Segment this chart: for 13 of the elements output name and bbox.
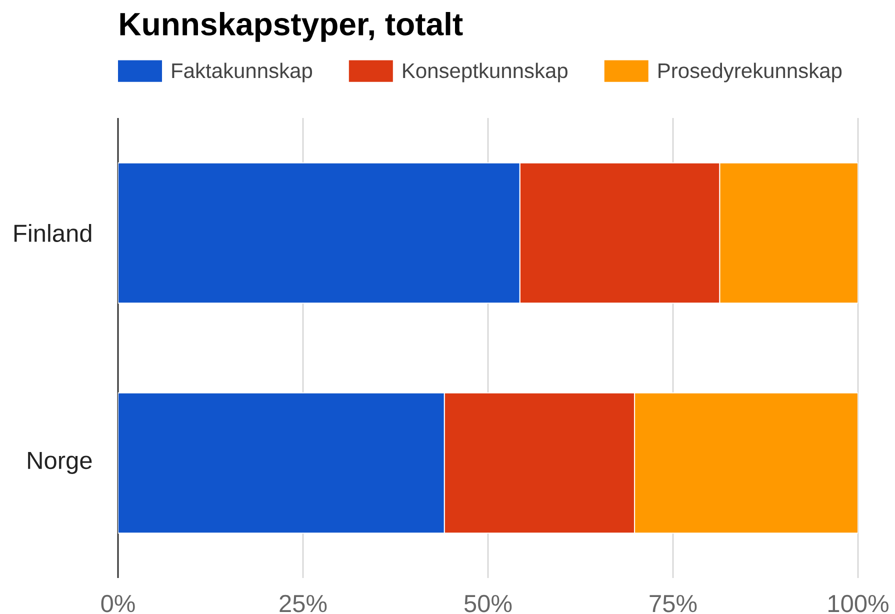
legend-label: Prosedyrekunnskap (658, 62, 842, 82)
x-tick-label: 75% (650, 595, 697, 612)
chart-title: Kunnskapstyper, totalt (120, 12, 463, 42)
x-tick-label: 50% (464, 594, 512, 612)
y-tick-label: Finland (14, 224, 92, 242)
y-tick-label: Norge (28, 452, 92, 474)
x-tick-label: 0% (101, 594, 135, 612)
x-tick-label: 100% (828, 594, 888, 612)
bar (118, 162, 520, 304)
x-tick-label: 25% (280, 594, 327, 612)
bar (118, 392, 445, 534)
legend-label: Faktakunnskap (172, 62, 312, 82)
legend-label: Konseptkunnskap (403, 62, 568, 82)
